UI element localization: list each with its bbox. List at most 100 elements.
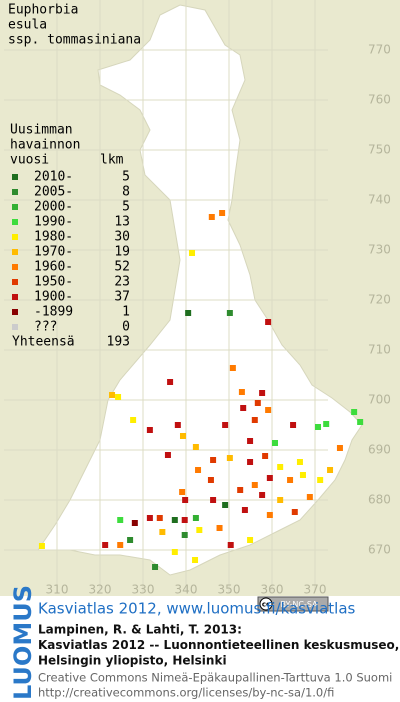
legend-count: 8 bbox=[122, 185, 130, 200]
legend-label: 1970- bbox=[34, 245, 73, 260]
link[interactable]: Kasviatlas 2012, www.luomus.fi/kasviatla… bbox=[38, 600, 356, 618]
observation bbox=[222, 422, 229, 428]
observation bbox=[130, 417, 137, 423]
observation bbox=[229, 365, 236, 371]
legend-period-heading: vuosi bbox=[10, 153, 49, 168]
observation bbox=[38, 543, 45, 549]
legend-count: 30 bbox=[114, 230, 130, 245]
badge-license: BY-NC-SA bbox=[280, 600, 318, 609]
legend-label: 2000- bbox=[34, 200, 73, 215]
legend-swatch bbox=[12, 264, 18, 270]
observation bbox=[266, 475, 273, 481]
observation bbox=[181, 532, 188, 538]
observation bbox=[254, 400, 261, 406]
legend-count: 19 bbox=[114, 245, 130, 260]
observation bbox=[179, 489, 186, 495]
observation bbox=[323, 421, 330, 427]
x-tick-label: 310 bbox=[46, 583, 69, 597]
observation bbox=[259, 390, 266, 396]
total-label: Yhteensä bbox=[12, 335, 75, 350]
observation bbox=[251, 417, 258, 423]
y-tick-label: 760 bbox=[368, 93, 391, 107]
legend-label: ??? bbox=[34, 320, 57, 335]
title-line: esula bbox=[8, 18, 47, 33]
observation bbox=[167, 379, 174, 385]
footer: Lampinen, R. & Lahti, T. 2013:Kasviatlas… bbox=[38, 623, 399, 700]
license-line: Creative Commons Nimeä-Epäkaupallinen-Ta… bbox=[38, 671, 392, 685]
observation bbox=[181, 517, 188, 523]
observation bbox=[247, 438, 254, 444]
observation bbox=[210, 457, 217, 463]
y-tick-label: 700 bbox=[368, 393, 391, 407]
legend-label: 2010- bbox=[34, 170, 73, 185]
observation bbox=[247, 537, 254, 543]
observation bbox=[299, 472, 306, 478]
observation bbox=[226, 455, 233, 461]
badge-cc: cc bbox=[262, 601, 270, 609]
observation bbox=[196, 527, 203, 533]
observation bbox=[195, 467, 202, 473]
title-line: ssp. tommasiniana bbox=[8, 33, 141, 48]
observation bbox=[207, 477, 214, 483]
legend-swatch bbox=[12, 219, 18, 225]
observation bbox=[117, 542, 124, 548]
observation bbox=[317, 477, 324, 483]
legend-count: 23 bbox=[114, 275, 130, 290]
legend-count: 13 bbox=[114, 215, 130, 230]
total-count: 193 bbox=[107, 335, 130, 350]
y-tick-label: 740 bbox=[368, 193, 391, 207]
observation bbox=[262, 453, 269, 459]
logo: LUOMUS bbox=[9, 585, 37, 700]
citation-line: Kasviatlas 2012 -- Luonnontieteellinen k… bbox=[38, 638, 399, 652]
y-tick-label: 690 bbox=[368, 443, 391, 457]
y-tick-label: 730 bbox=[368, 243, 391, 257]
observation bbox=[146, 427, 153, 433]
observation bbox=[171, 549, 178, 555]
badge-circle bbox=[259, 597, 273, 611]
observation bbox=[189, 250, 196, 256]
legend-label: 1980- bbox=[34, 230, 73, 245]
observation bbox=[287, 477, 294, 483]
observation bbox=[216, 525, 223, 531]
cc-badge: cc BY-NC-SA bbox=[257, 596, 329, 612]
observation bbox=[152, 564, 159, 570]
y-tick-label: 680 bbox=[368, 493, 391, 507]
observation bbox=[227, 542, 234, 548]
legend-label: 1950- bbox=[34, 275, 73, 290]
grid: 310 320 330 340 350 360 3706706806907007107207… bbox=[4, 0, 391, 597]
observation bbox=[226, 310, 233, 316]
observation bbox=[210, 497, 217, 503]
observation bbox=[164, 452, 171, 458]
observation bbox=[306, 494, 313, 500]
y-tick-label: 750 bbox=[368, 143, 391, 157]
x-tick-label: 370 bbox=[304, 583, 327, 597]
observation bbox=[336, 445, 343, 451]
observation bbox=[296, 459, 303, 465]
observation bbox=[237, 487, 244, 493]
observation bbox=[171, 517, 178, 523]
x-tick-label: 340 bbox=[175, 583, 198, 597]
title-line: Euphorbia bbox=[8, 3, 78, 18]
observation bbox=[351, 409, 358, 415]
observation bbox=[192, 515, 199, 521]
legend-label: -1899 bbox=[34, 305, 73, 320]
observation bbox=[127, 537, 134, 543]
legend-swatch bbox=[12, 234, 18, 240]
y-tick-label: 770 bbox=[368, 43, 391, 57]
footer-background bbox=[0, 596, 400, 702]
x-tick-label: 330 bbox=[132, 583, 155, 597]
observation bbox=[251, 482, 258, 488]
citation-line: Helsingin yliopisto, Helsinki bbox=[38, 654, 227, 668]
observation bbox=[117, 517, 124, 523]
legend-count-heading: lkm bbox=[100, 153, 124, 168]
observation bbox=[109, 392, 116, 398]
observation bbox=[146, 515, 153, 521]
observation bbox=[259, 492, 266, 498]
observation bbox=[208, 214, 215, 220]
legend-label: 1900- bbox=[34, 290, 73, 305]
observation bbox=[182, 497, 189, 503]
y-tick-label: 670 bbox=[368, 543, 391, 557]
